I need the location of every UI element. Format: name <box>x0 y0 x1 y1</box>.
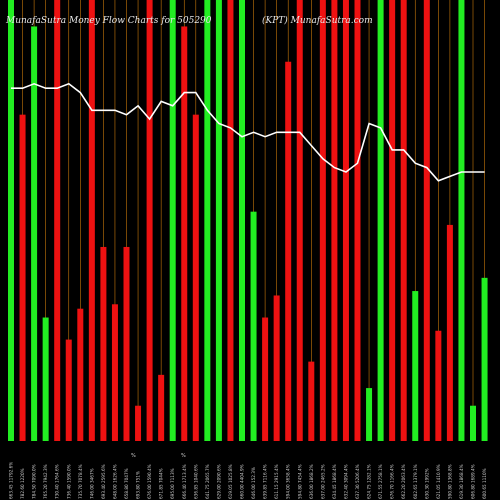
bar <box>285 61 292 442</box>
x-tick-label: 671.85 7044% <box>159 468 164 499</box>
bar <box>262 317 269 441</box>
x-tick-label: 663.45 11792.6% <box>9 462 14 499</box>
bar <box>123 246 130 441</box>
x-tick-label: 632.40 3094.4% <box>343 464 348 499</box>
money-flow-line <box>11 82 485 182</box>
x-tick-label: 637.00 2465.2% <box>320 464 325 499</box>
x-tick-label: 624.75 1282.1% <box>367 464 372 499</box>
bar <box>158 374 165 441</box>
bar <box>319 0 326 441</box>
bar <box>169 0 176 441</box>
x-tick-label: 671.55 2758.1% <box>378 464 383 499</box>
x-tick-label: 619.30 1868.4% <box>459 464 464 499</box>
x-tick-label: 784.50 7090.0% <box>32 464 37 499</box>
bar <box>481 277 488 441</box>
bar <box>435 330 442 441</box>
x-tick-label: 594.00 3658.4% <box>286 464 291 499</box>
mid-mark-1: % <box>131 453 136 459</box>
x-tick-label: 658.80 7047% <box>124 468 129 499</box>
x-tick-label: 636.00 1868.2% <box>309 464 314 499</box>
bar <box>8 0 14 441</box>
x-tick-label: 641.75 2065.7% <box>205 464 210 499</box>
x-tick-label: 746.00 3467% <box>89 468 94 499</box>
bar <box>239 0 245 441</box>
bar <box>366 388 373 441</box>
bar <box>19 114 26 441</box>
mid-mark-2: % <box>181 453 186 459</box>
x-tick-label: 634.45 1868.4% <box>332 464 337 499</box>
bar <box>42 317 49 441</box>
bar <box>146 0 153 441</box>
bar <box>31 26 38 442</box>
bar <box>100 246 107 441</box>
x-tick-label: 590.80 1368.8% <box>447 464 452 499</box>
bar <box>354 0 361 441</box>
bar <box>470 405 476 441</box>
bar <box>389 0 396 441</box>
bar <box>458 0 465 441</box>
x-tick-label: 646.00 152.3% <box>251 467 256 499</box>
bar <box>377 0 384 441</box>
header-right-title: (KPT) MunafaSutra.com <box>262 15 373 26</box>
bar <box>273 295 280 441</box>
x-tick-label: 619.05 1025.8% <box>228 464 233 499</box>
x-tick-label: 730.40 1764.6% <box>55 464 60 499</box>
x-tick-label: 629.00 2090.6% <box>216 464 221 499</box>
x-tick-label: 602.65 1379.1% <box>413 464 418 499</box>
x-tick-label: 676.70 1166.4% <box>390 464 395 499</box>
bar <box>135 405 142 441</box>
x-tick-labels: 663.45 11792.6% 782.60 1220% 784.50 7090.0… <box>9 462 488 499</box>
bars <box>8 0 488 442</box>
bar <box>250 211 257 441</box>
bar <box>331 0 338 441</box>
x-tick-label: 648.00 1626.4% <box>112 464 117 499</box>
x-tick-label: 600.65 1110% <box>482 468 487 499</box>
bar <box>423 0 430 441</box>
x-tick-label: 594.80 7454.4% <box>297 464 302 499</box>
x-tick-label: 666.40 1713.4% <box>182 464 187 499</box>
x-tick-label: 765.20 7942.3% <box>43 464 48 499</box>
bar <box>412 291 419 441</box>
x-tick-label: 693.40 2595.6% <box>101 464 106 499</box>
x-tick-label: 637.30 5206.4% <box>355 464 360 499</box>
x-tick-label: 639.85 7116.4% <box>263 464 268 499</box>
x-tick-label: 630.30 1992% <box>424 468 429 499</box>
x-tick-label: 676.00 1590.4% <box>147 464 152 499</box>
header-left-title: MunafaSutra Money Flow Charts for 505290 <box>5 16 212 26</box>
x-tick-label: 662.20 2063.4% <box>401 464 406 499</box>
bar <box>296 0 303 441</box>
bar <box>204 0 211 441</box>
bar <box>65 339 72 441</box>
bar <box>400 0 407 441</box>
bar <box>215 0 222 441</box>
x-tick-label: 621.05 1410.9% <box>436 464 441 499</box>
x-tick-label: 782.60 1220% <box>20 468 25 499</box>
bar <box>181 26 188 442</box>
bar <box>308 361 315 441</box>
x-tick-label: 606.80 1689.4% <box>471 464 476 499</box>
bar <box>54 0 61 441</box>
bar <box>77 308 84 441</box>
x-tick-label: 693.80 751% <box>136 471 141 499</box>
bar <box>342 0 349 441</box>
bar <box>227 0 234 441</box>
bar <box>111 304 118 441</box>
bar <box>88 0 95 441</box>
x-tick-label: 660.00 4404.9% <box>240 464 245 499</box>
bar <box>446 224 453 441</box>
x-tick-label: 736.40 1590.0% <box>66 464 71 499</box>
x-tick-label: 611.15 2915.4% <box>274 464 279 499</box>
bar <box>192 114 199 441</box>
x-tick-label: 636.85 1040.6% <box>193 464 198 499</box>
x-tick-label: 735.70 7078.4% <box>78 464 83 499</box>
x-tick-label: 695.00 7113% <box>170 468 175 499</box>
